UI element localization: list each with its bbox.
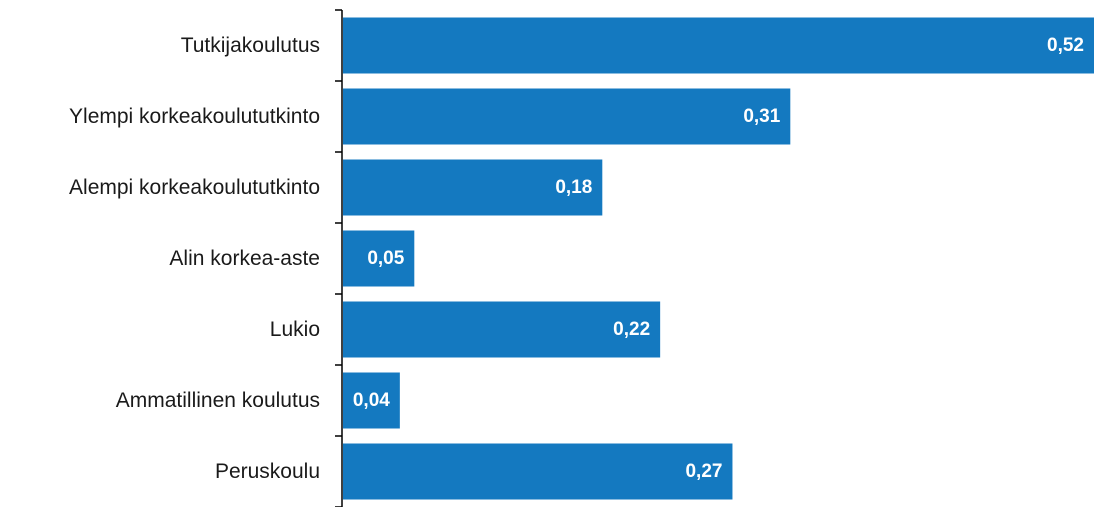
category-labels: Tutkijakoulutus Ylempi korkeakoulututkint… bbox=[69, 34, 320, 483]
bar bbox=[343, 301, 661, 358]
y-axis bbox=[335, 9, 343, 507]
value-label: 0,52 bbox=[1047, 35, 1084, 56]
value-label: 0,31 bbox=[743, 106, 780, 127]
value-label: 0,05 bbox=[367, 248, 404, 269]
bars-group bbox=[343, 17, 1094, 500]
bar bbox=[343, 443, 733, 500]
category-label: Tutkijakoulutus bbox=[181, 34, 320, 57]
value-labels: 0,52 0,31 0,18 0,05 0,22 0,04 0,27 bbox=[353, 35, 1084, 482]
value-label: 0,27 bbox=[685, 461, 722, 482]
value-label: 0,22 bbox=[613, 319, 650, 340]
bar bbox=[343, 17, 1094, 74]
bar bbox=[343, 88, 791, 145]
category-label: Alin korkea-aste bbox=[169, 247, 320, 270]
category-label: Lukio bbox=[270, 318, 320, 341]
bar bbox=[343, 230, 415, 287]
value-label: 0,04 bbox=[353, 390, 390, 411]
bar bbox=[343, 159, 603, 216]
category-label: Alempi korkeakoulututkinto bbox=[69, 176, 320, 199]
bar bbox=[343, 372, 400, 429]
category-label: Ammatillinen koulutus bbox=[116, 389, 320, 412]
category-label: Peruskoulu bbox=[215, 460, 320, 483]
category-label: Ylempi korkeakoulututkinto bbox=[69, 105, 320, 128]
value-label: 0,18 bbox=[555, 177, 592, 198]
